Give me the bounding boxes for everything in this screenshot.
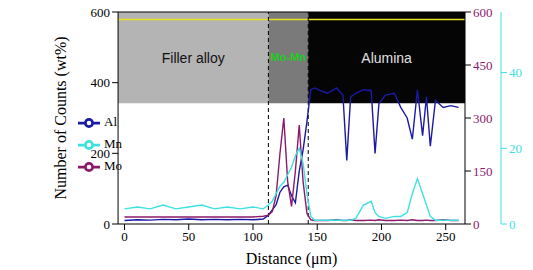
svg-text:600: 600 — [91, 5, 111, 20]
svg-text:0: 0 — [121, 229, 128, 244]
svg-text:Alumina: Alumina — [361, 50, 412, 66]
svg-text:40: 40 — [509, 65, 522, 80]
svg-text:0: 0 — [104, 217, 111, 232]
svg-text:150: 150 — [307, 229, 327, 244]
svg-text:300: 300 — [473, 111, 493, 126]
html-text:Mn: Mn — [104, 136, 123, 151]
svg-text:250: 250 — [436, 229, 456, 244]
html-text:Al: Al — [104, 114, 117, 129]
svg-text:400: 400 — [91, 75, 111, 90]
svg-text:450: 450 — [473, 58, 493, 73]
svg-text:200: 200 — [372, 229, 392, 244]
svg-text:150: 150 — [473, 164, 493, 179]
svg-text:Number of Counts (wt%): Number of Counts (wt%) — [52, 36, 70, 199]
svg-text:200: 200 — [91, 146, 111, 161]
svg-text:600: 600 — [473, 5, 493, 20]
svg-text:100: 100 — [243, 229, 263, 244]
svg-text:Mo-Mn: Mo-Mn — [271, 51, 307, 63]
html-text:Mo: Mo — [104, 158, 123, 173]
svg-text:0: 0 — [509, 217, 516, 232]
svg-text:Distance (μm): Distance (μm) — [246, 250, 338, 268]
svg-text:20: 20 — [509, 141, 522, 156]
svg-text:Filler alloy: Filler alloy — [162, 50, 225, 66]
svg-text:0: 0 — [473, 217, 480, 232]
svg-text:50: 50 — [182, 229, 195, 244]
